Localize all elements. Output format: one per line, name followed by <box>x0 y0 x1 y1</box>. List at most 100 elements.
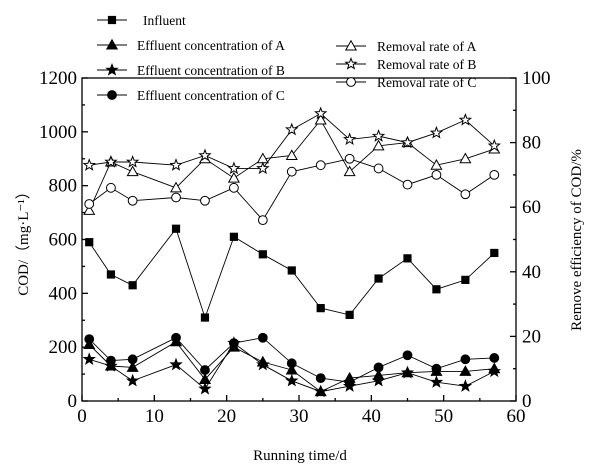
data-point <box>342 132 357 146</box>
x-tick-label: 0 <box>77 406 87 427</box>
data-point <box>198 148 212 162</box>
data-point <box>343 165 356 177</box>
legend-item: Removal rate of C <box>336 75 476 90</box>
data-point <box>372 139 385 151</box>
data-point <box>200 313 210 322</box>
legend-label: Effluent concentration of A <box>137 38 285 53</box>
data-point <box>315 373 326 384</box>
data-point <box>345 310 354 319</box>
y-tick-label: 0 <box>68 391 78 412</box>
legend-marker <box>344 56 358 70</box>
series-group <box>82 106 501 398</box>
series-7 <box>84 153 500 226</box>
data-point <box>227 171 240 183</box>
data-point <box>431 170 442 180</box>
y-tick-label: 600 <box>49 230 78 251</box>
data-point <box>403 254 412 263</box>
legend-label: Removal rate of A <box>377 39 477 54</box>
data-point <box>489 353 500 363</box>
data-point <box>344 153 355 164</box>
data-point <box>430 158 443 170</box>
data-point <box>82 158 96 171</box>
data-point <box>487 138 501 152</box>
y2-tick-label: 0 <box>522 391 532 412</box>
data-point <box>256 161 270 175</box>
y2-tick-label: 20 <box>522 326 541 347</box>
data-point <box>106 355 116 366</box>
data-point <box>429 375 444 388</box>
data-point <box>285 149 298 161</box>
data-point <box>128 281 137 290</box>
data-point <box>314 106 328 120</box>
data-point <box>402 350 413 361</box>
series-3 <box>82 336 501 398</box>
data-point <box>85 238 94 247</box>
legend-marker <box>105 62 119 76</box>
data-point <box>400 365 415 379</box>
x-tick-label: 30 <box>290 406 309 427</box>
series-4 <box>84 332 500 388</box>
x-axis-label: Running time/d <box>253 448 347 464</box>
data-point <box>126 361 139 372</box>
legend-item: Effluent concentration of A <box>97 38 285 53</box>
legend-label: Removal rate of B <box>377 57 476 72</box>
data-point <box>316 304 325 313</box>
data-point <box>127 354 138 365</box>
data-point <box>287 266 296 275</box>
x-tick-label: 50 <box>434 406 453 427</box>
data-point <box>402 179 413 190</box>
data-point <box>286 166 297 177</box>
data-point <box>489 170 500 180</box>
legend: Influent Effluent concentration of A Efflu… <box>97 13 477 103</box>
data-point <box>285 373 299 387</box>
data-point <box>257 332 268 343</box>
data-point <box>169 158 183 171</box>
data-point <box>125 154 140 168</box>
legend-marker <box>105 38 119 50</box>
y-tick-label: 400 <box>49 283 78 304</box>
data-point <box>459 152 472 164</box>
data-point <box>227 161 241 175</box>
legend-label: Effluent concentration of C <box>137 88 285 103</box>
y2-axis-label: Remove efficiency of COD/% <box>569 149 585 331</box>
data-point <box>229 182 239 193</box>
series-6 <box>82 106 501 175</box>
data-point <box>373 163 384 174</box>
data-point <box>171 224 181 233</box>
y2-tick-label: 60 <box>522 197 541 218</box>
data-point <box>104 154 118 168</box>
data-point <box>458 112 473 126</box>
data-point <box>106 270 116 279</box>
y-tick-label: 800 <box>49 176 78 197</box>
data-point <box>84 334 95 344</box>
data-point <box>126 165 139 177</box>
data-point <box>459 365 472 376</box>
y2-tick-label: 100 <box>522 68 551 89</box>
legend-item: Influent <box>97 13 186 28</box>
legend-item: Effluent concentration of B <box>97 62 285 78</box>
y2-tick-label: 40 <box>522 262 541 283</box>
data-point <box>257 215 268 226</box>
data-point <box>169 181 183 193</box>
data-point <box>229 232 239 241</box>
legend-item: Effluent concentration of C <box>97 88 285 103</box>
data-point <box>344 377 355 388</box>
data-point <box>315 160 326 171</box>
series-line <box>89 112 495 169</box>
data-point <box>200 195 210 206</box>
data-point <box>171 192 181 203</box>
data-point <box>371 129 386 142</box>
legend-label: Removal rate of C <box>377 75 476 90</box>
legend-label: Influent <box>143 13 186 28</box>
data-point <box>400 135 415 149</box>
data-point <box>461 275 470 284</box>
data-point <box>286 358 297 369</box>
data-point <box>83 204 96 215</box>
data-point <box>171 332 181 343</box>
data-point <box>127 195 138 206</box>
data-point <box>84 199 95 209</box>
data-point <box>374 274 383 283</box>
data-point <box>460 354 471 365</box>
data-point <box>198 381 212 395</box>
